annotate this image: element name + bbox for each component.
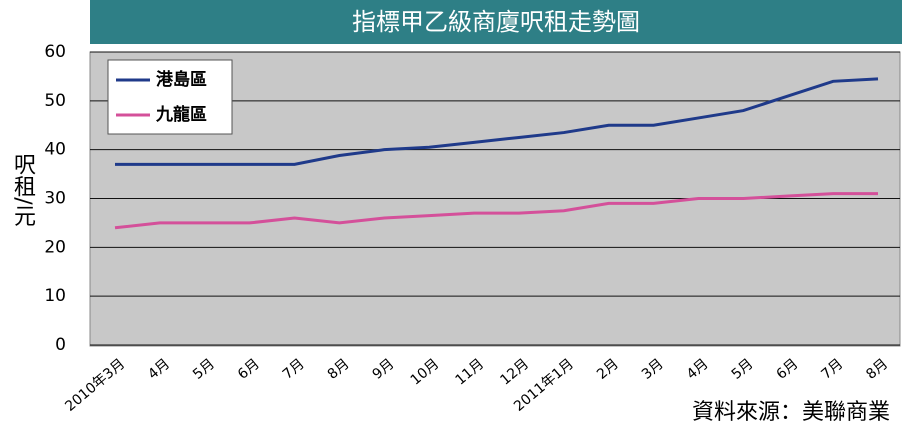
y-tick-label: 40	[44, 140, 66, 160]
x-tick-label: 7月	[818, 356, 846, 383]
x-tick-label: 2010年3月	[62, 356, 128, 415]
y-tick-label: 10	[44, 286, 66, 306]
x-tick-label: 4月	[145, 356, 173, 383]
legend-label: 港島區	[156, 69, 207, 90]
legend-box	[107, 59, 233, 135]
x-tick-label: 6月	[774, 356, 802, 383]
y-tick-label: 20	[44, 237, 66, 257]
x-tick-label: 10月	[408, 356, 443, 389]
x-tick-label: 6月	[235, 356, 263, 383]
source: 資料來源：美聯商業	[692, 400, 890, 425]
line-series	[115, 77, 879, 166]
title-banner	[90, 0, 902, 44]
x-tick-label: 8月	[325, 356, 353, 383]
line-series	[114, 192, 878, 230]
x-tick-label: 12月	[497, 356, 532, 389]
x-tick-label: 8月	[863, 356, 891, 383]
legend-label: 九龍區	[155, 104, 207, 125]
y-tick-label: 50	[44, 91, 66, 111]
chart-title: 指標甲乙級商廈呎租走勢圖	[352, 8, 640, 36]
y-tick-label: 30	[44, 189, 66, 209]
x-tick-label: 9月	[370, 356, 398, 383]
x-tick-label: 5月	[190, 356, 218, 383]
y-axis-label: 呎租/元	[10, 153, 36, 227]
x-tick-label: 5月	[729, 356, 757, 383]
x-tick-label: 4月	[684, 356, 712, 383]
y-tick-label: 60	[44, 42, 66, 62]
x-tick-label: 11月	[453, 356, 488, 389]
x-tick-label: 2月	[594, 356, 622, 383]
x-tick-label: 7月	[280, 356, 308, 383]
y-tick-label: 0	[55, 335, 66, 355]
x-tick-label: 3月	[639, 356, 667, 383]
